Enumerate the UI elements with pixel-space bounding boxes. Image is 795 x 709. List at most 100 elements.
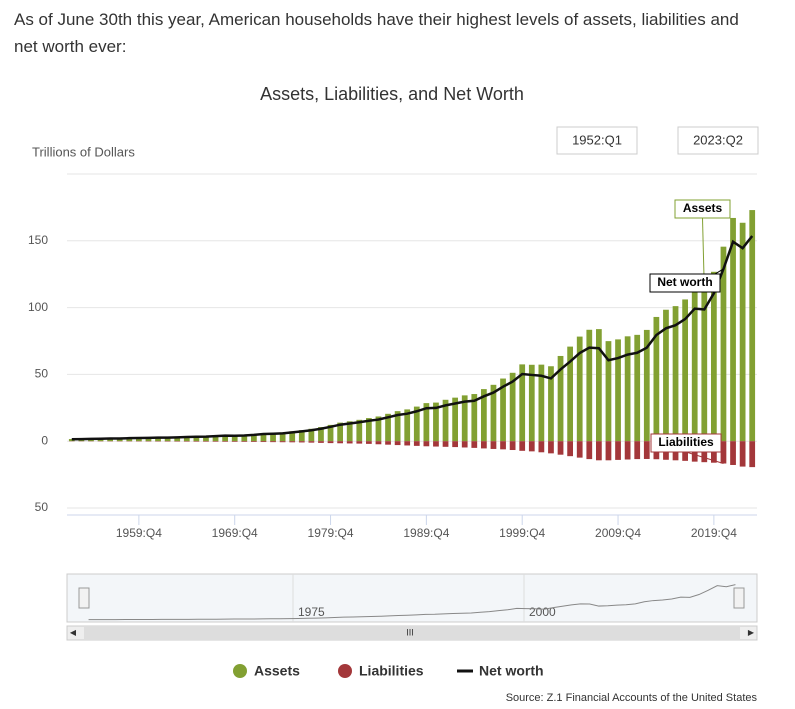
bar [375, 441, 382, 445]
navigator[interactable] [66, 573, 758, 623]
scrollbar-thumb[interactable] [84, 627, 740, 639]
y-tick-label: 0 [41, 433, 48, 447]
bar [260, 441, 267, 443]
bar [222, 435, 228, 442]
bar [346, 421, 353, 442]
bar [346, 441, 353, 444]
bar [404, 441, 411, 446]
bar [174, 436, 181, 442]
bar [279, 441, 286, 443]
bar [576, 441, 583, 458]
bar [528, 441, 535, 452]
bar [270, 432, 276, 442]
bar [519, 364, 526, 442]
bar [653, 316, 660, 442]
bar [251, 434, 257, 442]
bar [730, 217, 736, 442]
bar [720, 246, 727, 442]
bar [701, 288, 708, 442]
bar [318, 427, 324, 442]
bar [509, 441, 516, 451]
bar [260, 433, 267, 442]
bar [567, 441, 573, 457]
bar [749, 210, 756, 442]
bar [663, 309, 669, 442]
bar [720, 441, 727, 464]
bar [605, 441, 612, 461]
callout-label: Net worth [657, 275, 712, 289]
bar [203, 436, 209, 442]
bar [672, 306, 679, 442]
bar [739, 222, 746, 442]
bar [298, 430, 305, 442]
legend-symbol [338, 664, 352, 678]
bar [366, 418, 372, 442]
bar [500, 378, 506, 442]
bar [624, 336, 631, 442]
bar [270, 441, 276, 443]
bar [183, 436, 190, 442]
bar [567, 346, 573, 442]
bar [548, 366, 554, 442]
bar [615, 339, 621, 442]
callout-box [649, 273, 721, 293]
bar [615, 441, 621, 460]
bar [557, 441, 564, 455]
bar [327, 424, 334, 442]
navigator-line [88, 584, 736, 621]
callout-label: Assets [683, 201, 723, 215]
bar [576, 336, 583, 442]
bar [586, 329, 593, 442]
range-start[interactable]: 1952:Q1 [572, 132, 622, 147]
scroll-right[interactable]: ▶ [748, 628, 755, 637]
range-end[interactable]: 2023:Q2 [693, 132, 743, 147]
navigator-handle[interactable] [78, 587, 90, 609]
bar [461, 441, 468, 448]
scroll-left[interactable]: ◀ [70, 628, 77, 637]
bar [586, 441, 593, 460]
y-tick-label: 50 [35, 367, 49, 381]
range-end-box[interactable] [677, 126, 759, 155]
bar [557, 355, 564, 442]
navigator-handle[interactable] [733, 587, 745, 609]
bar [413, 441, 420, 446]
bar [471, 441, 478, 448]
source: Source: Z.1 Financial Accounts of the Un… [506, 692, 758, 704]
bar [643, 441, 650, 459]
legend-item[interactable]: Liabilities [338, 663, 424, 679]
bar [605, 341, 612, 442]
x-tick-label: 1969:Q4 [212, 526, 258, 540]
navigator-label: 1975 [298, 605, 325, 619]
bar [691, 288, 698, 442]
legend-item[interactable]: Net worth [457, 663, 544, 679]
bar [327, 441, 334, 444]
legend-item[interactable]: Assets [233, 663, 300, 679]
bar [634, 334, 641, 442]
intro-text: As of June 30th this year, American hous… [14, 10, 739, 56]
bar [596, 329, 602, 442]
bar [385, 413, 391, 442]
callout-box [650, 433, 722, 453]
bar [452, 397, 458, 442]
bar [739, 441, 746, 467]
bar [404, 409, 411, 442]
bar [251, 441, 257, 442]
bar [538, 364, 545, 442]
bar [241, 434, 248, 442]
bar [643, 329, 650, 442]
y-tick-label: 150 [28, 233, 48, 247]
bar [298, 441, 305, 443]
bar [481, 441, 487, 449]
range-start-box[interactable] [556, 126, 638, 155]
bar [308, 441, 315, 443]
bar [126, 437, 133, 442]
bar [423, 403, 430, 442]
legend-symbol [233, 664, 247, 678]
bar [337, 422, 343, 442]
bar [279, 432, 286, 442]
bar [385, 441, 391, 445]
bar [289, 431, 296, 442]
bar [433, 441, 439, 447]
bar [193, 436, 200, 442]
